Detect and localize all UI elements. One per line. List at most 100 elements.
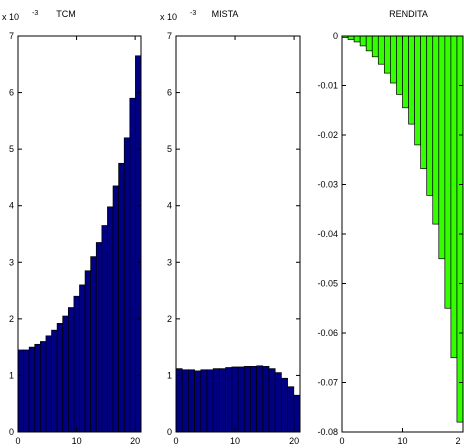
bar — [237, 366, 245, 433]
bar — [40, 341, 47, 433]
bar — [23, 349, 30, 433]
y-tick-label: 7 — [9, 31, 14, 41]
bar — [287, 386, 295, 433]
bar — [420, 35, 428, 170]
y-tick-label: -0.07 — [317, 378, 338, 388]
axes-box — [17, 35, 142, 433]
panel-tcm: 0 1 2 3 4 5 6 7 0 10 20 x 10 -3 TCM — [2, 9, 142, 446]
bar — [17, 349, 24, 433]
bar — [123, 137, 131, 433]
y-tick-label: -0.03 — [317, 180, 338, 190]
bar — [51, 329, 58, 433]
y-tick-label: 4 — [167, 201, 172, 211]
y-tick-label: -0.08 — [317, 427, 338, 437]
bar — [212, 368, 220, 433]
x-tick-label: 20 — [130, 436, 140, 446]
bar — [194, 370, 202, 433]
bar — [250, 366, 257, 433]
x-tick-label: 10 — [230, 436, 240, 446]
axes-box — [175, 35, 301, 433]
bar — [450, 35, 458, 359]
bar — [274, 372, 282, 433]
bar — [101, 225, 108, 433]
bar — [268, 368, 276, 433]
bar — [414, 35, 422, 146]
y-tick-label: 2 — [167, 314, 172, 324]
bar — [256, 365, 264, 433]
bar — [371, 35, 379, 58]
panel-rendita: -0.08 -0.07 -0.06 -0.05 -0.04 -0.03 -0.02 -0.01… — [317, 9, 464, 446]
bar — [353, 35, 361, 43]
y-tick-label: -0.04 — [317, 229, 338, 239]
bar — [384, 35, 391, 74]
scale-exponent: -3 — [32, 10, 38, 17]
y-tick-label: -0.05 — [317, 279, 338, 289]
bar — [175, 368, 183, 433]
bar — [426, 35, 434, 196]
scale-label: x 10 — [2, 12, 19, 22]
x-tick-label: 10 — [72, 436, 82, 446]
y-tick-label: 3 — [9, 257, 14, 267]
y-tick-label: -0.02 — [317, 130, 338, 140]
bar — [129, 97, 136, 433]
bar — [390, 35, 397, 84]
y-tick-label: 5 — [167, 144, 172, 154]
bar — [188, 369, 195, 433]
y-tick-label: 0 — [167, 427, 172, 437]
bar — [79, 284, 86, 433]
bar — [28, 346, 36, 433]
bar — [73, 295, 80, 433]
x-tick-label: 10 — [397, 436, 407, 446]
y-tick-label: 2 — [9, 314, 14, 324]
bar — [456, 35, 464, 423]
bar — [402, 35, 409, 109]
bar — [200, 369, 208, 433]
bar — [118, 162, 125, 433]
bar — [34, 343, 41, 433]
y-tick-label: 6 — [9, 88, 14, 98]
y-tick-label: 0 — [9, 427, 14, 437]
bar — [225, 367, 233, 433]
x-tick-label: 0 — [173, 436, 178, 446]
y-tick-label: 5 — [9, 144, 14, 154]
chart-title: RENDITA — [389, 9, 428, 19]
x-tick-label: 20 — [289, 436, 299, 446]
bar — [90, 256, 97, 433]
x-tick-label: 2 — [455, 436, 460, 446]
bar — [56, 323, 64, 433]
y-tick-label: -0.06 — [317, 328, 338, 338]
bar — [347, 35, 355, 40]
y-tick-label: 6 — [167, 88, 172, 98]
y-tick-label: 7 — [167, 31, 172, 41]
panel-mista: 0 1 2 3 4 5 6 7 0 10 20 x 10 -3 MISTA — [160, 9, 301, 446]
x-tick-label: 0 — [339, 436, 344, 446]
chart-title: MISTA — [212, 9, 239, 19]
y-tick-label: 4 — [9, 201, 14, 211]
bar — [432, 35, 440, 225]
x-tick-label: 0 — [15, 436, 20, 446]
y-tick-label: 0 — [333, 31, 338, 41]
bar — [438, 35, 446, 260]
bar — [293, 394, 301, 433]
bar — [67, 307, 75, 433]
bar — [365, 35, 373, 52]
y-tick-label: 1 — [167, 370, 172, 380]
bar — [262, 366, 270, 433]
bar — [206, 369, 214, 433]
bar — [377, 35, 385, 65]
bar — [95, 242, 103, 433]
bar — [281, 377, 288, 433]
bar — [181, 369, 189, 433]
bar — [219, 368, 226, 433]
bar — [112, 185, 119, 433]
y-tick-label: 1 — [9, 370, 14, 380]
scale-label: x 10 — [160, 12, 177, 22]
scale-exponent: -3 — [190, 10, 196, 17]
bar — [45, 335, 52, 433]
bar — [396, 35, 403, 95]
bar — [62, 315, 69, 433]
chart-title: TCM — [56, 9, 76, 19]
bar — [243, 366, 251, 433]
y-tick-label: 3 — [167, 257, 172, 267]
